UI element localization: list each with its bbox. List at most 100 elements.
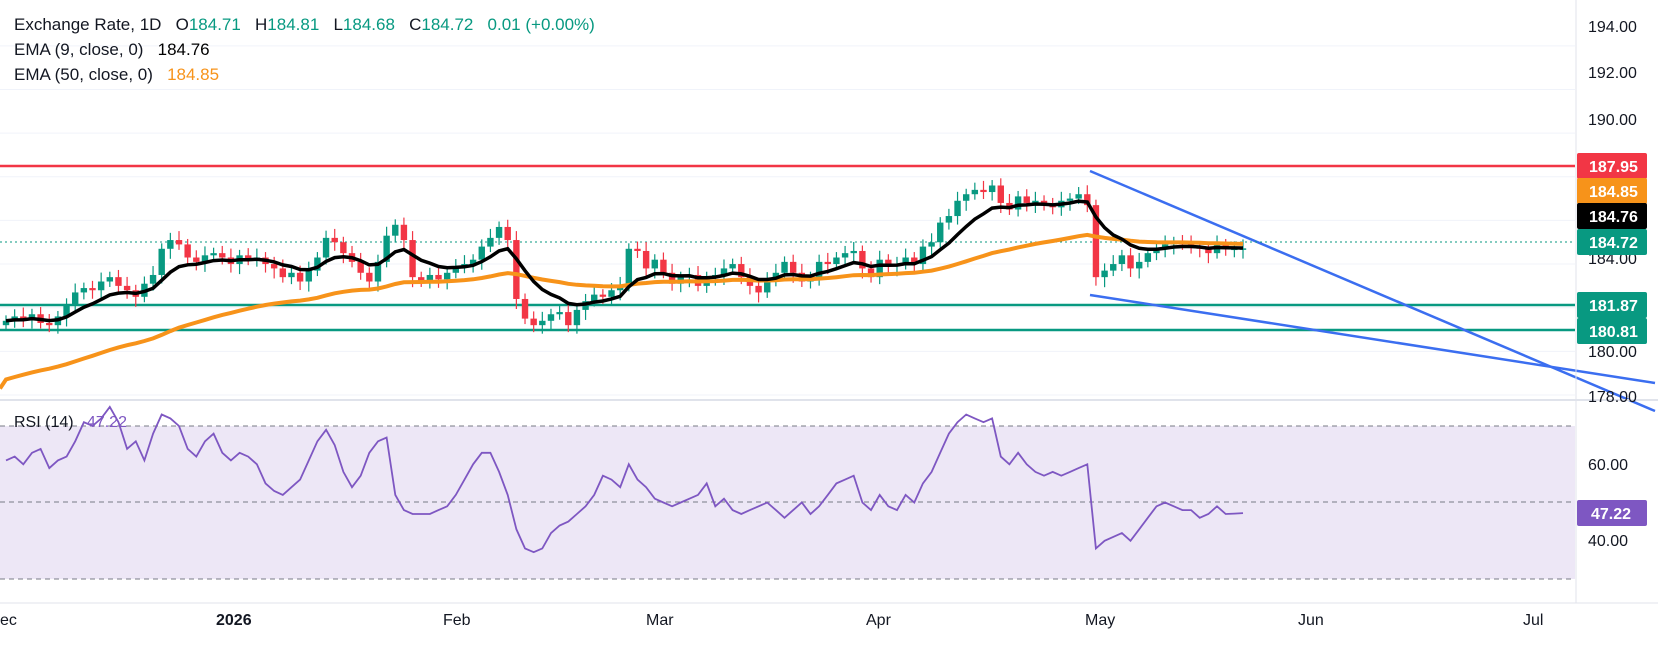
candle-body <box>789 261 797 273</box>
x-label-feb: Feb <box>443 612 471 629</box>
candle-body <box>573 309 581 326</box>
candle-body <box>28 314 36 319</box>
rsi-label-bg <box>1577 500 1647 526</box>
rsi-legend: RSI (14) 47.22 <box>14 414 127 432</box>
ema9-line <box>5 199 1244 323</box>
y-tick-192: 192.00 <box>1588 65 1637 82</box>
candle-body <box>305 270 312 282</box>
label-bg-ema9 <box>1577 203 1647 229</box>
label-ema9: 184.76 <box>1589 209 1638 226</box>
y-tick-180: 180.00 <box>1588 344 1637 361</box>
candle-body <box>729 264 736 269</box>
high-label: H <box>255 15 268 34</box>
candle-body <box>279 268 287 278</box>
candle-body <box>1153 248 1160 254</box>
rsi-last-label: 47.22 <box>1591 506 1631 523</box>
candle-body <box>1092 205 1100 278</box>
ema50-line <box>0 232 1244 390</box>
candle-body <box>2 320 10 326</box>
candle-body <box>63 305 70 317</box>
candle-body <box>392 224 399 236</box>
candle-body <box>513 240 520 299</box>
label-bg-support-1 <box>1577 292 1647 318</box>
candle-body <box>539 320 546 326</box>
candle-body <box>954 200 961 217</box>
candle-body <box>314 257 321 271</box>
candle-body <box>1110 264 1117 271</box>
candle-body <box>815 261 823 278</box>
ema9-row: EMA (9, close, 0) 184.76 <box>14 37 595 62</box>
candle-body <box>651 259 658 269</box>
candle-body <box>366 272 373 282</box>
candle-body <box>971 189 979 195</box>
candle-body <box>591 294 598 302</box>
close-label: C <box>409 15 422 34</box>
y-tick-178: 178.00 <box>1588 389 1637 406</box>
candle-body <box>409 240 416 278</box>
open-value: 184.71 <box>188 15 241 34</box>
candle-body <box>945 216 953 223</box>
candle-body <box>556 312 563 315</box>
low-label: L <box>333 15 343 34</box>
candle-body <box>1066 198 1074 201</box>
candle-body <box>764 279 771 293</box>
rsi-legend-value: 47.22 <box>86 414 127 431</box>
label-resistance: 187.95 <box>1589 159 1638 176</box>
ema9-legend-value: 184.76 <box>157 40 210 59</box>
x-label-2026: 2026 <box>216 612 252 629</box>
rsi-tick-60: 60.00 <box>1588 457 1628 474</box>
candle-body <box>565 312 572 326</box>
candle-body <box>1239 248 1247 250</box>
label-last: 184.72 <box>1589 235 1638 252</box>
candle-body <box>72 292 79 306</box>
label-support-2: 180.81 <box>1589 324 1638 341</box>
candle-body <box>288 272 295 278</box>
candle-body <box>1014 196 1022 210</box>
x-label-may: May <box>1085 612 1115 629</box>
candle-body <box>357 261 364 273</box>
candle-body <box>452 266 460 273</box>
change-value: 0.01 (+0.00%) <box>487 15 595 34</box>
candle-body <box>426 274 434 282</box>
label-ema50: 184.85 <box>1589 184 1638 201</box>
candle-body <box>781 261 788 273</box>
x-label-apr: Apr <box>866 612 892 629</box>
x-label-jun: Jun <box>1298 612 1324 629</box>
candle-body <box>504 226 511 241</box>
high-value: 184.81 <box>267 15 320 34</box>
candle-body <box>1135 261 1143 269</box>
candle-body <box>193 257 200 262</box>
candle-body <box>859 250 866 269</box>
candle-body <box>435 274 442 280</box>
candle-body <box>383 235 390 262</box>
candle-body <box>20 316 27 319</box>
y-tick-194: 194.00 <box>1588 19 1637 36</box>
candle-body <box>833 257 840 265</box>
candle-body <box>988 185 996 193</box>
x-label-dec: ec <box>0 612 17 629</box>
candle-body <box>296 272 304 282</box>
y-tick-190: 190.00 <box>1588 112 1637 129</box>
ema50-legend-label: EMA (50, close, 0) <box>14 65 153 84</box>
candle-body <box>530 318 537 326</box>
candle-body <box>634 248 641 251</box>
candle-body <box>201 255 209 262</box>
candle-body <box>149 274 157 284</box>
candle-body <box>1205 248 1212 254</box>
candle-body <box>911 257 918 265</box>
rsi-tick-40: 40.00 <box>1588 533 1628 550</box>
close-value: 184.72 <box>421 15 474 34</box>
candle-body <box>668 272 676 284</box>
price-pane <box>0 0 1575 398</box>
rsi-legend-label: RSI (14) <box>14 414 74 431</box>
chart-legend: Exchange Rate, 1D O184.71 H184.81 L184.6… <box>14 12 595 87</box>
label-bg-resistance <box>1577 153 1647 179</box>
candle-body <box>902 257 909 265</box>
candle-body <box>937 222 944 243</box>
candle-body <box>443 272 451 280</box>
candle-body <box>885 259 892 267</box>
label-bg-support-2 <box>1577 318 1647 344</box>
candle-body <box>115 277 122 286</box>
candle-body <box>340 242 347 254</box>
